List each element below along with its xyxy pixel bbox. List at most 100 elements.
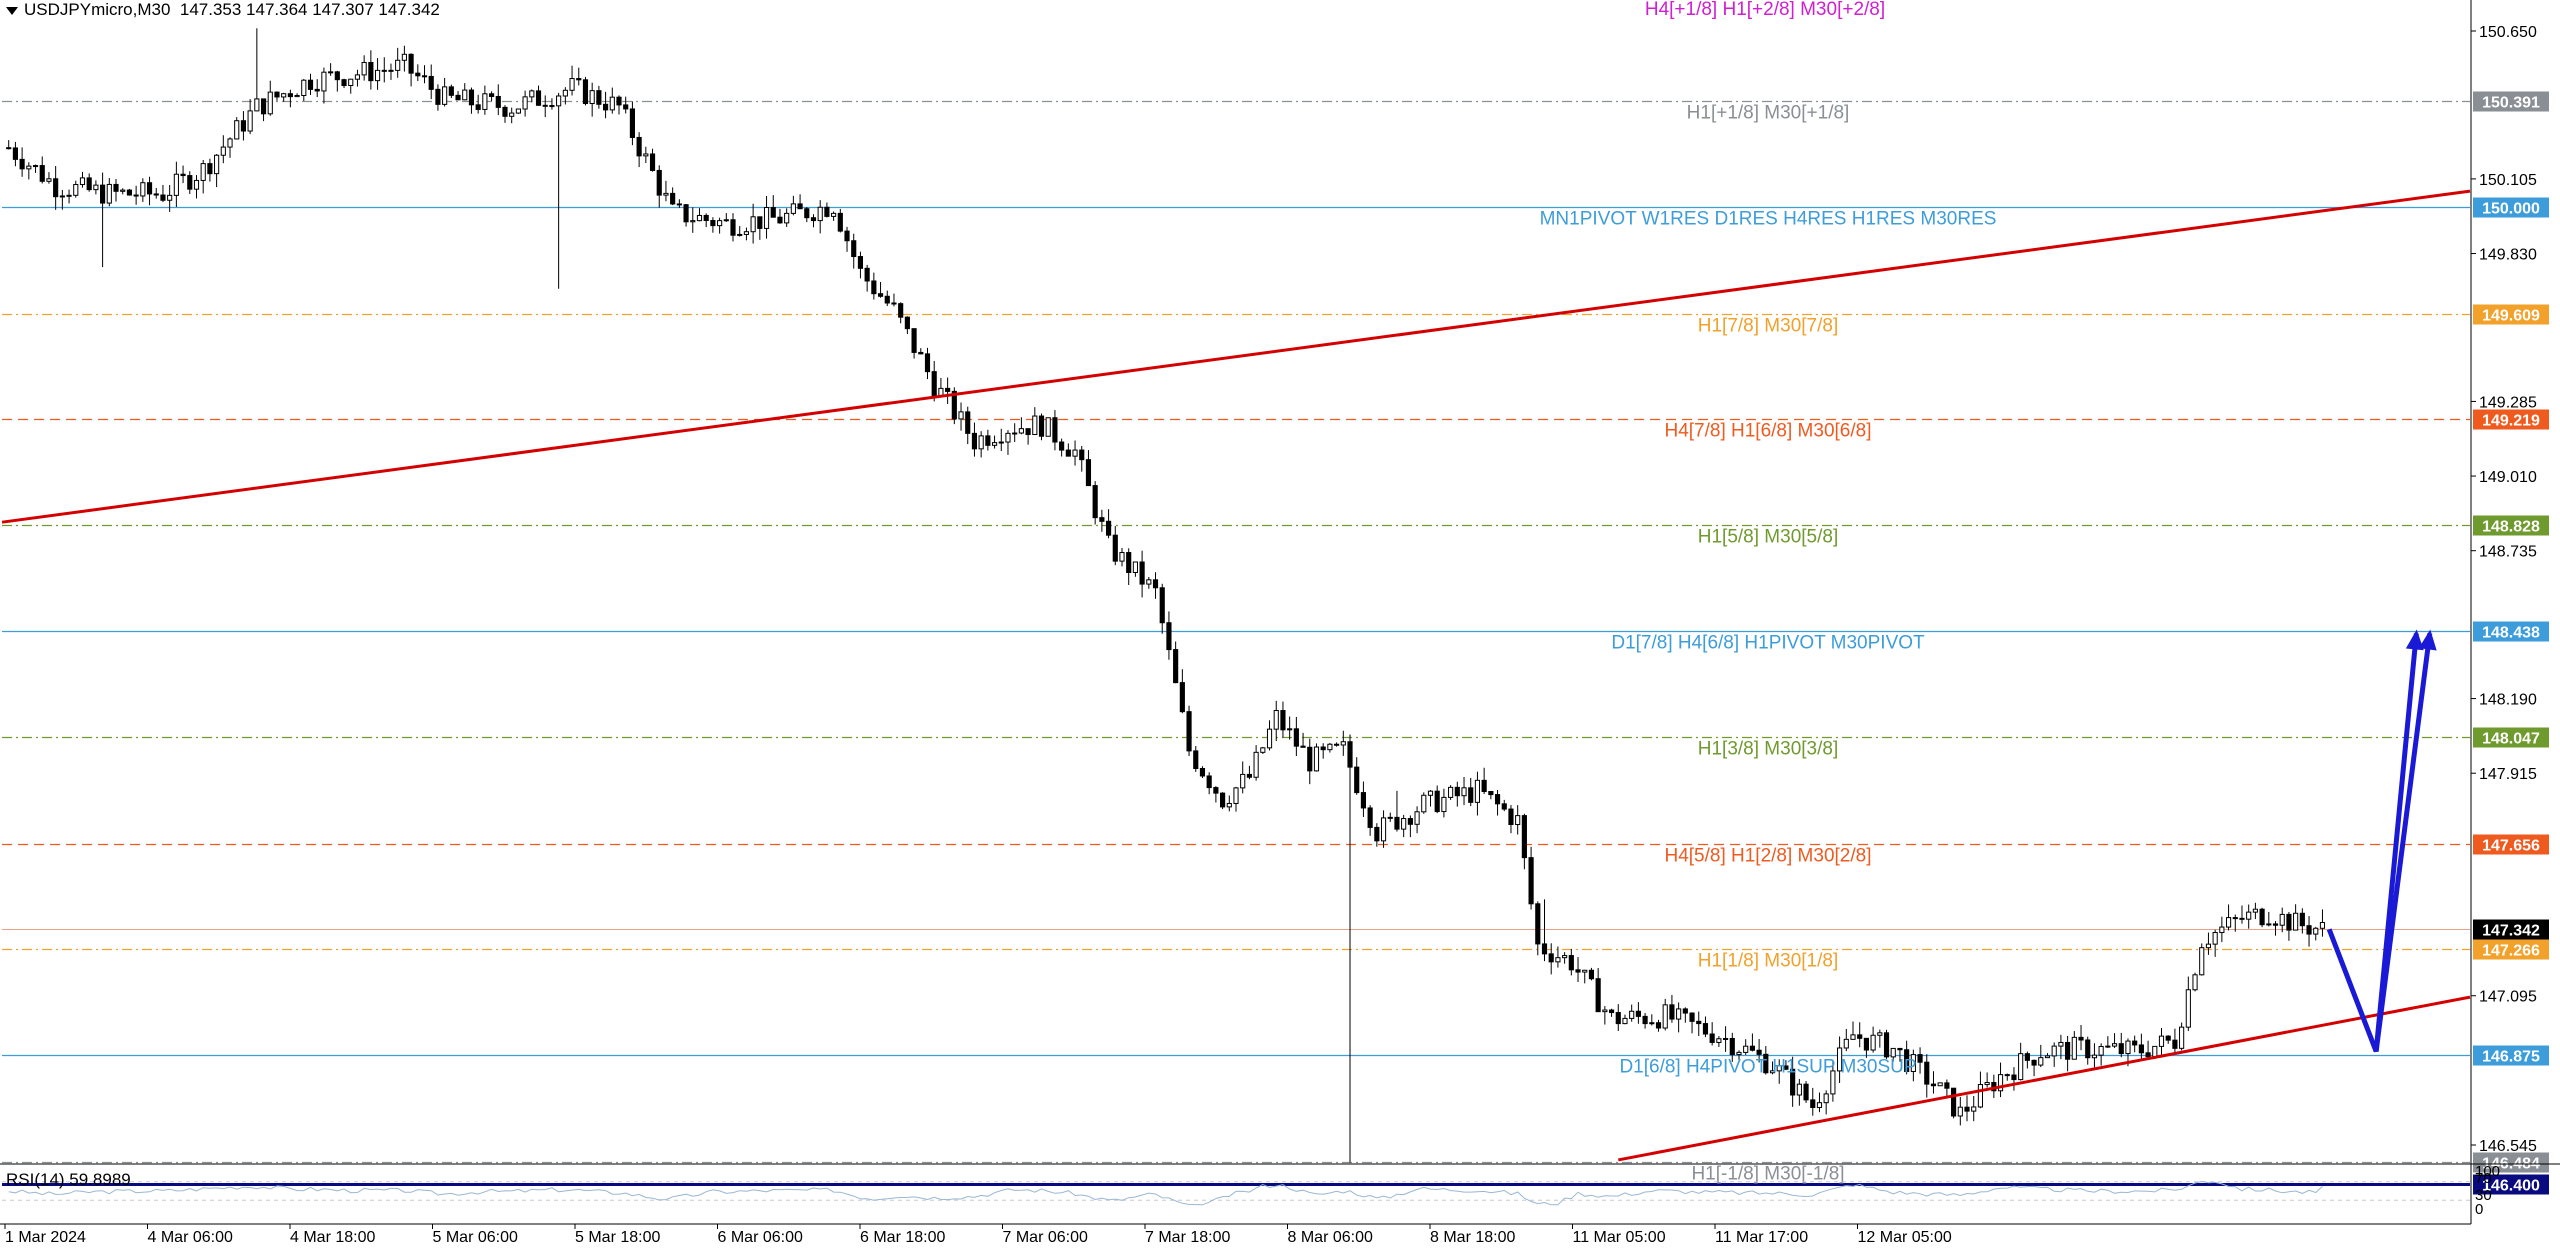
x-tick-label-12: 11 Mar 17:00 [1715,1229,1808,1246]
candle-body-bull [1850,1034,1856,1040]
candle [1602,1006,1608,1025]
candle [1702,1016,1709,1038]
candle-body-bear [1360,792,1367,809]
candle-body-bear [388,69,394,72]
candle-body-bear [549,105,555,108]
candle-body-bear [1481,779,1487,793]
candle-body-bear [1655,1022,1662,1029]
candle-body-bull [234,120,240,140]
candle [2259,907,2265,928]
candle [455,91,461,101]
candle-body-bull [1984,1082,1990,1086]
candle [1199,766,1206,778]
candle [140,178,146,202]
candle-body-bull [1132,561,1138,574]
candle [2071,1031,2077,1060]
candle-body-bull [1240,773,1246,789]
candle-body-bull [1266,728,1273,749]
x-tick-label-5: 6 Mar 06:00 [718,1229,803,1246]
candle-body-bear [777,216,783,224]
candle-body-bear [187,175,193,190]
candle [1743,1039,1749,1055]
candle-body-bear [86,177,92,191]
candle-body-bear [596,90,602,105]
candle-body-bear [1079,449,1085,461]
candle-body-bull [1662,1004,1668,1029]
candle [1226,795,1232,812]
level-price-tag-6 [2473,727,2549,748]
candle [133,185,139,205]
candle-body-bull [2152,1045,2158,1058]
candle [1105,509,1112,539]
candle-body-bull [2125,1040,2131,1055]
candle [120,188,126,195]
candle-body-bull [750,216,756,233]
candle-body-bear [1367,807,1373,828]
candle-body-bull [978,435,984,450]
candle-body-bull [93,184,99,191]
candle [911,328,917,359]
candle [428,64,434,100]
candle [931,360,937,402]
y-tick-label-2: 149.830 [2479,247,2537,264]
candle-body-bull [562,89,568,97]
symbol-label: USDJPYmicro,M30 [24,0,171,19]
candle [1253,745,1259,781]
candle-body-bull [1837,1047,1843,1072]
candle [589,82,595,117]
rsi-scale-label-1: 70 [2475,1170,2492,1187]
candle-body-bear [670,192,676,205]
candle [582,76,589,106]
candle [334,70,340,92]
forecast-arrow-1[interactable] [2373,633,2419,1052]
candle-body-bear [2004,1074,2010,1077]
candle-body-bull [1119,552,1125,562]
candle [2306,916,2312,947]
level-text-2: H1[7/8] M30[7/8] [1698,316,1838,337]
trendline-1[interactable] [1617,995,2471,1162]
candle-body-bull [46,178,52,182]
candle-body-bear [1293,728,1299,747]
candle-body-bear [891,302,897,305]
candle-body-bear [146,182,153,195]
candle-body-bear [314,88,320,92]
candle-body-bear [435,88,441,105]
candle-body-bear [12,147,18,160]
candle [717,217,723,234]
candle-body-bear [421,75,428,78]
trendline-0[interactable] [1,189,2471,524]
candle [844,226,850,252]
candle [1494,789,1501,816]
candle-body-bear [797,203,803,210]
candle-body-bull [247,110,253,132]
candle-body-bear [616,96,622,106]
rsi-label: RSI(14) 59.8989 [6,1170,131,1189]
level-price-label-1: 150.000 [2482,201,2540,218]
candle-body-bull [723,219,729,222]
candle-body-bear [2306,925,2312,935]
level-price-tag-8 [2473,939,2549,960]
y-tick-label-6: 148.190 [2479,692,2537,709]
candle-body-bull [1515,815,1521,826]
candle [495,84,501,116]
candle [1005,430,1011,455]
candle-body-bear [1407,818,1413,825]
price-axis: 150.391 150.000 149.609 149.219 148.828 148.4… [2470,0,2549,1224]
candle [2065,1035,2071,1072]
candle-body-bull [401,53,407,61]
candle-body-bull [1870,1034,1876,1051]
candle [475,94,481,114]
candle-body-bull [2246,911,2252,920]
candle-body-bull [2105,1045,2111,1048]
candle-body-bear [2132,1040,2138,1046]
candle [361,55,367,81]
level-price-tag-11 [2473,1174,2549,1195]
dropdown-triangle-icon[interactable] [6,6,18,15]
candle-body-bull [1830,1070,1836,1095]
candle [294,93,300,98]
candle-body-bull [1474,779,1481,803]
candle [1642,1013,1648,1029]
candle [254,28,260,112]
forecast-arrow-0[interactable] [2326,633,2433,1053]
